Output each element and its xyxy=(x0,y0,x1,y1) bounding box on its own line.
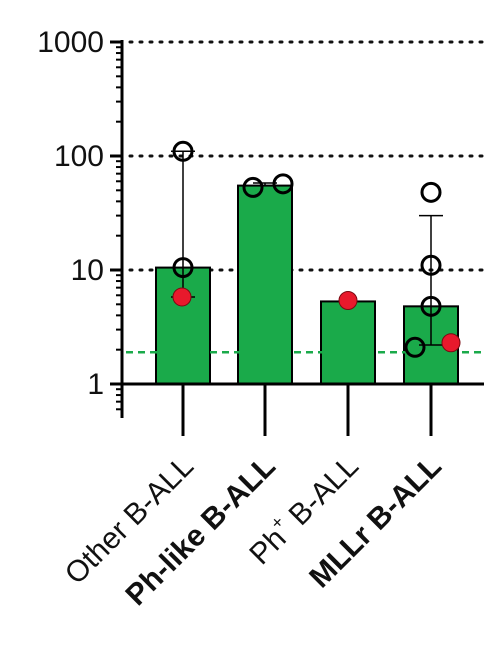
data-point-open xyxy=(420,254,442,276)
data-point-red xyxy=(338,291,358,311)
y-tick-label: 1000 xyxy=(37,26,104,59)
data-point-open xyxy=(420,295,442,317)
data-point-open xyxy=(272,173,294,195)
data-point-open xyxy=(420,181,442,203)
data-point-red xyxy=(172,287,192,307)
y-axis: 1 10 100 1000 xyxy=(37,26,484,418)
bar-2 xyxy=(237,184,293,385)
y-tick-label: 10 xyxy=(71,254,104,287)
data-point-open xyxy=(172,140,194,162)
data-point-red xyxy=(441,333,461,353)
y-tick-label: 1 xyxy=(87,368,104,401)
data-point-open xyxy=(404,336,426,358)
error-bars xyxy=(171,150,443,346)
data-point-open xyxy=(172,257,194,279)
data-point-open xyxy=(242,176,264,198)
x-category-label: Ph-like B-ALL xyxy=(120,450,282,612)
y-tick-label: 100 xyxy=(54,140,104,173)
bars xyxy=(155,184,459,386)
bar-3 xyxy=(320,300,376,386)
data-points xyxy=(172,140,461,358)
